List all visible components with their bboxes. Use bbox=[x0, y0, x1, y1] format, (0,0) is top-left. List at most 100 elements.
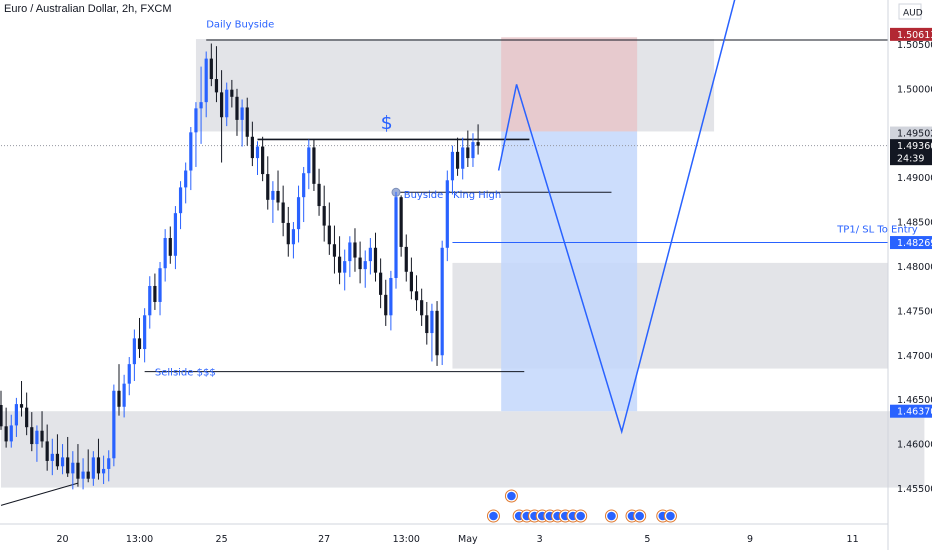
candle-body bbox=[245, 107, 249, 137]
candle-body bbox=[291, 229, 296, 245]
candle bbox=[71, 451, 75, 490]
candle bbox=[219, 70, 224, 163]
candle bbox=[271, 181, 275, 223]
candle bbox=[286, 206, 290, 257]
candle bbox=[40, 411, 44, 448]
candle bbox=[409, 257, 413, 300]
event-dot bbox=[635, 511, 644, 521]
candle-body bbox=[358, 257, 362, 270]
candle bbox=[322, 185, 326, 242]
price-badge-label: 1.49502 bbox=[897, 129, 932, 140]
event-icon bbox=[574, 509, 588, 523]
candle bbox=[81, 458, 85, 490]
projection-layer bbox=[497, 0, 736, 435]
candle-body bbox=[50, 453, 54, 461]
candle-body bbox=[322, 206, 326, 226]
candle-body bbox=[461, 147, 465, 169]
candle-body bbox=[420, 300, 424, 316]
time-tick-label: 9 bbox=[747, 534, 753, 545]
candle bbox=[353, 228, 357, 272]
candle bbox=[373, 232, 378, 282]
candle-body bbox=[0, 404, 3, 427]
event-dot bbox=[576, 511, 585, 521]
candle-body bbox=[199, 102, 203, 109]
candle-body bbox=[178, 187, 183, 214]
price-tick-label: 1.50500 bbox=[897, 40, 932, 51]
candle-body bbox=[137, 338, 142, 350]
candle-body bbox=[163, 238, 167, 269]
tp1-label: TP1/ SL To Entry bbox=[836, 225, 918, 236]
candle bbox=[66, 436, 70, 477]
price-tick-label: 1.48500 bbox=[897, 218, 932, 229]
candle bbox=[389, 270, 393, 331]
price-badge-label: 1.49360 bbox=[897, 141, 932, 152]
candle bbox=[30, 412, 34, 452]
candle-body bbox=[107, 458, 111, 469]
candle bbox=[143, 308, 147, 363]
candle-body bbox=[286, 222, 290, 245]
candle bbox=[414, 275, 419, 311]
candle bbox=[266, 156, 270, 210]
time-axis[interactable]: 20 13:00 25 27 13:00 May 3 5 9 11 bbox=[57, 534, 859, 545]
candle-body bbox=[127, 364, 131, 384]
candle bbox=[127, 357, 131, 396]
trendline bbox=[0, 482, 79, 506]
candle bbox=[209, 43, 213, 87]
price-badge-countdown: 24:39 bbox=[897, 154, 924, 165]
price-tick-label: 1.47500 bbox=[897, 306, 932, 317]
candle-body bbox=[353, 242, 357, 258]
candle-body bbox=[194, 108, 198, 133]
chart-title: Euro / Australian Dollar, 2h, FXCM bbox=[4, 3, 172, 15]
candle-body bbox=[25, 407, 29, 428]
candle bbox=[163, 229, 167, 282]
candle-body bbox=[158, 268, 162, 302]
candle bbox=[14, 397, 18, 437]
time-tick-label: 5 bbox=[644, 534, 650, 545]
price-badge-bg bbox=[890, 126, 932, 140]
annotations-layer: Daily Buyside $ Buyside / King High TP1/ SL… bbox=[155, 20, 918, 379]
candle-body bbox=[302, 173, 306, 198]
candle-body bbox=[55, 453, 60, 467]
candle bbox=[337, 236, 342, 285]
candle bbox=[153, 273, 157, 310]
events-layer bbox=[486, 489, 677, 523]
candle-body bbox=[450, 151, 455, 181]
candle bbox=[250, 121, 254, 167]
candle-body bbox=[348, 242, 352, 262]
candle bbox=[343, 249, 347, 291]
candle bbox=[296, 185, 301, 243]
candle bbox=[450, 145, 455, 195]
candle-body bbox=[9, 425, 13, 442]
candle bbox=[384, 279, 388, 326]
candle bbox=[168, 226, 172, 264]
candle bbox=[148, 276, 152, 329]
candle-body bbox=[271, 190, 275, 200]
time-tick-label: 25 bbox=[216, 534, 228, 545]
candle-body bbox=[86, 471, 90, 479]
event-dot bbox=[489, 511, 498, 521]
candle-body bbox=[368, 247, 372, 262]
projected-path bbox=[497, 0, 736, 435]
candle-body bbox=[35, 430, 39, 445]
candle-body bbox=[466, 147, 470, 159]
candle bbox=[461, 137, 465, 180]
candle bbox=[235, 88, 239, 136]
candle bbox=[55, 434, 60, 470]
candle-body bbox=[153, 285, 157, 302]
candle-body bbox=[184, 170, 188, 188]
candle bbox=[204, 51, 208, 118]
candle-body bbox=[209, 58, 213, 80]
candle bbox=[281, 185, 285, 237]
candle bbox=[455, 137, 460, 176]
candle-body bbox=[60, 457, 65, 467]
candle-body bbox=[40, 430, 44, 442]
candle-body bbox=[312, 147, 316, 184]
king-high-label: Buyside / King High bbox=[404, 190, 502, 201]
candle bbox=[178, 181, 183, 230]
event-icon bbox=[504, 489, 518, 503]
candle-body bbox=[389, 277, 393, 316]
candle bbox=[189, 127, 193, 191]
candle bbox=[240, 99, 244, 147]
